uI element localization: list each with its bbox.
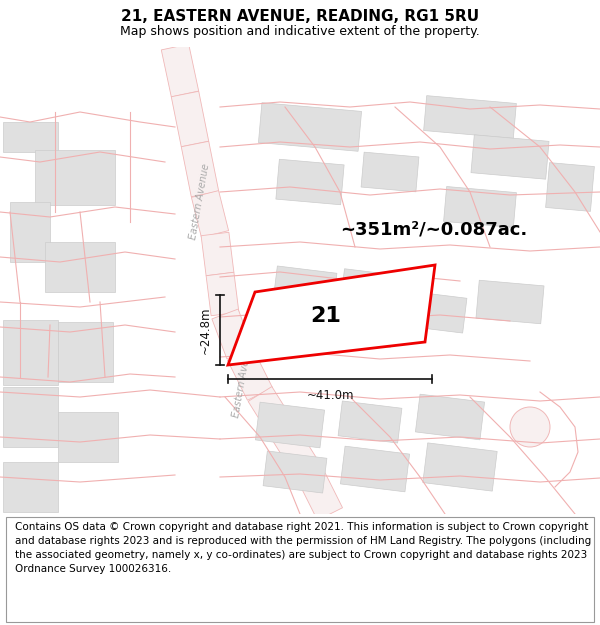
Text: ~351m²/~0.087ac.: ~351m²/~0.087ac. xyxy=(340,221,527,239)
Polygon shape xyxy=(471,135,549,179)
Polygon shape xyxy=(248,387,297,441)
Polygon shape xyxy=(443,186,517,228)
Polygon shape xyxy=(424,96,517,138)
Polygon shape xyxy=(171,91,209,147)
Text: Eastern Avenue: Eastern Avenue xyxy=(232,341,254,419)
Polygon shape xyxy=(341,269,399,305)
Polygon shape xyxy=(201,232,234,276)
Text: Eastern Avenue: Eastern Avenue xyxy=(188,163,212,241)
Polygon shape xyxy=(276,159,344,205)
Text: 21: 21 xyxy=(310,306,341,326)
FancyBboxPatch shape xyxy=(6,518,594,622)
Polygon shape xyxy=(161,44,199,97)
Polygon shape xyxy=(191,191,229,238)
Polygon shape xyxy=(10,202,50,262)
Polygon shape xyxy=(45,242,115,292)
Polygon shape xyxy=(259,102,362,151)
Polygon shape xyxy=(415,394,485,440)
Polygon shape xyxy=(35,149,115,204)
Polygon shape xyxy=(206,272,239,316)
Polygon shape xyxy=(2,319,58,384)
Polygon shape xyxy=(273,427,322,481)
Polygon shape xyxy=(423,443,497,491)
Text: 21, EASTERN AVENUE, READING, RG1 5RU: 21, EASTERN AVENUE, READING, RG1 5RU xyxy=(121,9,479,24)
Polygon shape xyxy=(227,348,272,400)
Polygon shape xyxy=(403,291,467,333)
Polygon shape xyxy=(2,387,58,447)
Polygon shape xyxy=(298,468,343,520)
Polygon shape xyxy=(476,280,544,324)
Polygon shape xyxy=(545,162,595,211)
Polygon shape xyxy=(361,152,419,192)
Polygon shape xyxy=(340,446,410,492)
Polygon shape xyxy=(256,402,325,448)
Polygon shape xyxy=(2,462,58,512)
Polygon shape xyxy=(181,141,219,197)
Circle shape xyxy=(510,407,550,447)
Text: ~41.0m: ~41.0m xyxy=(306,389,354,402)
Text: ~24.8m: ~24.8m xyxy=(199,306,212,354)
Polygon shape xyxy=(212,309,253,359)
Polygon shape xyxy=(336,311,394,348)
Polygon shape xyxy=(58,412,118,462)
Polygon shape xyxy=(266,311,325,352)
Polygon shape xyxy=(263,451,327,493)
Polygon shape xyxy=(58,322,113,382)
Text: Map shows position and indicative extent of the property.: Map shows position and indicative extent… xyxy=(120,24,480,38)
Polygon shape xyxy=(338,401,402,443)
Polygon shape xyxy=(228,265,435,365)
Text: Contains OS data © Crown copyright and database right 2021. This information is : Contains OS data © Crown copyright and d… xyxy=(15,522,591,574)
Polygon shape xyxy=(273,266,337,308)
Polygon shape xyxy=(2,122,58,152)
